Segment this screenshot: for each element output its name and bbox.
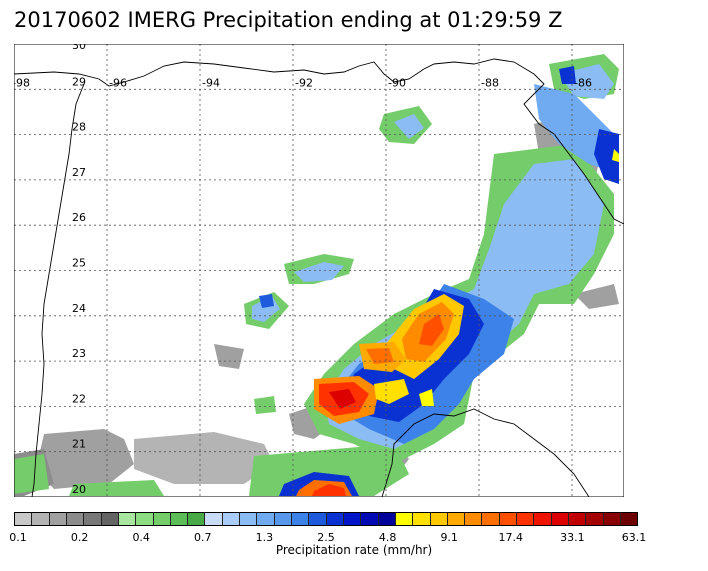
colorbar-swatch xyxy=(205,513,223,525)
colorbar-swatch xyxy=(620,513,638,525)
latitude-label: 30 xyxy=(72,44,86,52)
latitude-labels: 30 29 28 27 26 25 24 23 22 21 20 xyxy=(72,44,86,496)
colorbar-swatch xyxy=(586,513,604,525)
colorbar-swatch xyxy=(569,513,587,525)
colorbar-swatch xyxy=(551,513,569,525)
colorbar-swatch xyxy=(413,513,431,525)
colorbar-swatch xyxy=(136,513,154,525)
longitude-labels: -98 -96 -94 -92 -90 -88 -86 xyxy=(14,76,592,89)
colorbar-swatch xyxy=(153,513,171,525)
latitude-label: 27 xyxy=(72,166,86,179)
colorbar-tick-label: 33.1 xyxy=(560,531,585,544)
longitude-label: -88 xyxy=(481,76,499,89)
precipitation-field xyxy=(14,54,619,496)
colorbar-swatch xyxy=(66,513,85,525)
colorbar-tick-label: 0.2 xyxy=(70,531,89,544)
colorbar-swatch xyxy=(465,513,483,525)
latitude-label: 28 xyxy=(72,121,86,134)
longitude-label: -96 xyxy=(109,76,127,89)
colorbar-tick-label: 4.8 xyxy=(378,531,397,544)
colorbar-swatch xyxy=(309,513,327,525)
longitude-label: -86 xyxy=(574,76,592,89)
colorbar-swatch xyxy=(118,513,137,525)
colorbar-swatch xyxy=(517,513,535,525)
colorbar-swatch xyxy=(257,513,275,525)
colorbar-swatch xyxy=(534,513,552,525)
coastline xyxy=(14,58,624,497)
colorbar xyxy=(14,512,638,526)
colorbar-swatch xyxy=(32,513,50,525)
colorbar-swatch xyxy=(361,513,379,525)
colorbar-swatch xyxy=(84,513,102,525)
longitude-label: -92 xyxy=(295,76,313,89)
latitude-label: 25 xyxy=(72,257,86,270)
colorbar-swatch xyxy=(499,513,518,525)
colorbar-swatch xyxy=(188,513,206,525)
colorbar-swatch xyxy=(378,513,396,525)
latitude-label: 22 xyxy=(72,392,86,405)
colorbar-swatch xyxy=(292,513,310,525)
longitude-label: -94 xyxy=(202,76,220,89)
latitude-label: 26 xyxy=(72,211,86,224)
precipitation-map: 30 29 28 27 26 25 24 23 22 21 20 -98 -96 -94 -92 -90 -8… xyxy=(14,44,624,497)
colorbar-swatch xyxy=(395,513,414,525)
colorbar-swatch xyxy=(274,513,292,525)
colorbar-swatch xyxy=(326,513,344,525)
longitude-label: -98 xyxy=(14,76,30,89)
colorbar-swatch xyxy=(170,513,189,525)
latitude-label: 23 xyxy=(72,347,86,360)
colorbar-tick-label: 63.1 xyxy=(621,531,647,544)
colorbar-tick-label: 0.4 xyxy=(132,531,150,544)
colorbar-tick-label: 0.7 xyxy=(194,531,212,544)
colorbar-swatch xyxy=(430,513,448,525)
colorbar-swatch xyxy=(603,513,621,525)
colorbar-tick-label: 0.1 xyxy=(9,531,27,544)
colorbar-swatch xyxy=(447,513,466,525)
latitude-label: 20 xyxy=(72,483,86,496)
latitude-label: 21 xyxy=(72,438,86,451)
colorbar-swatch xyxy=(15,513,33,525)
colorbar-title: Precipitation rate (mm/hr) xyxy=(275,543,433,557)
colorbar-tick-label: 9.1 xyxy=(440,531,458,544)
colorbar-swatch xyxy=(49,513,67,525)
colorbar-tick-label: 2.5 xyxy=(317,531,335,544)
colorbar-swatch xyxy=(222,513,241,525)
colorbar-swatch xyxy=(240,513,258,525)
colorbar-swatch xyxy=(482,513,500,525)
colorbar-swatch xyxy=(101,513,119,525)
graticule xyxy=(14,44,624,497)
latitude-label: 29 xyxy=(72,75,86,88)
colorbar-swatch xyxy=(343,513,362,525)
longitude-label: -90 xyxy=(388,76,406,89)
latitude-label: 24 xyxy=(72,302,86,315)
map-title: 20170602 IMERG Precipitation ending at 0… xyxy=(14,8,563,32)
colorbar-tick-label: 1.3 xyxy=(255,531,274,544)
colorbar-tick-label: 17.4 xyxy=(498,531,524,544)
